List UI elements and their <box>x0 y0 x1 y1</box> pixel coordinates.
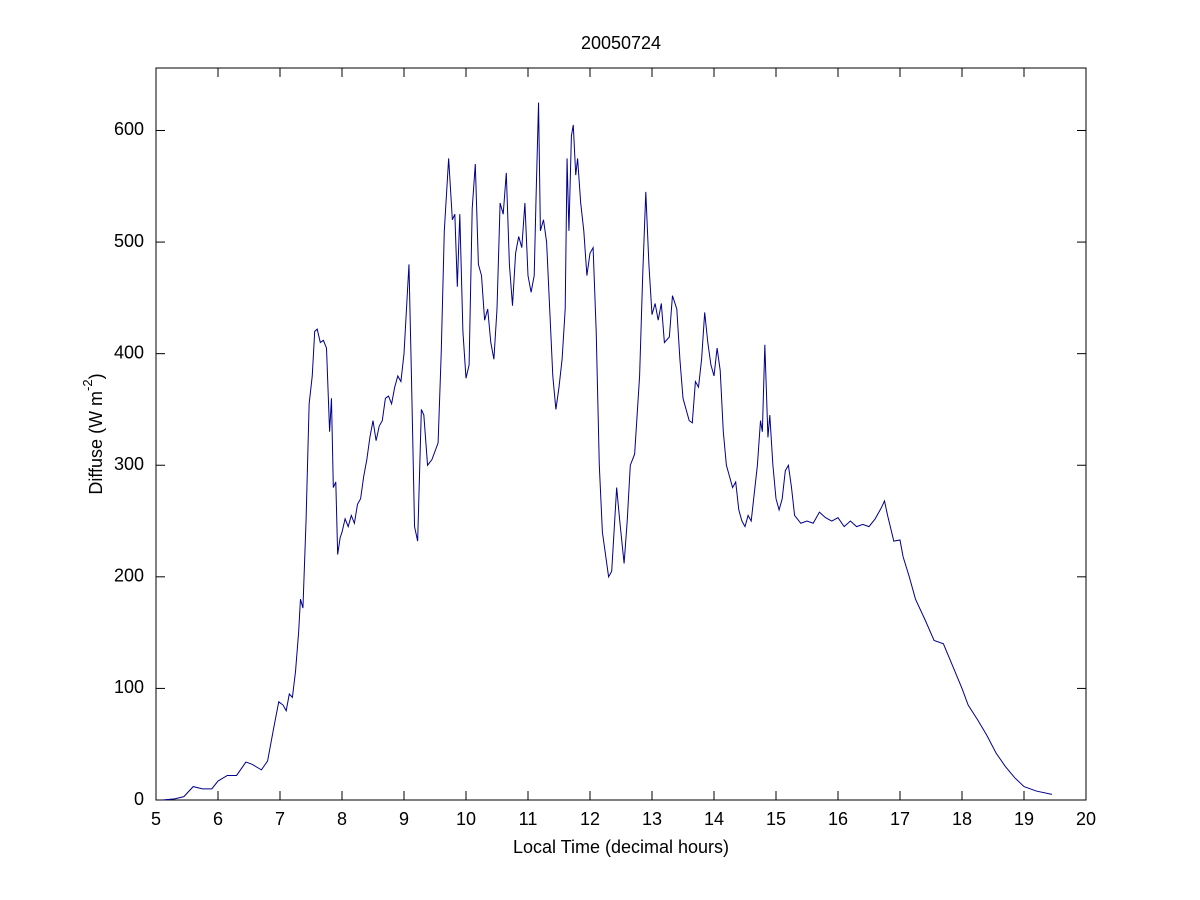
x-tick-label: 10 <box>456 809 476 829</box>
x-tick-label: 8 <box>337 809 347 829</box>
y-tick-label: 600 <box>114 119 144 139</box>
y-axis-label: Diffuse (W m-2) <box>80 373 105 494</box>
data-line <box>162 102 1053 801</box>
y-tick-label: 200 <box>114 566 144 586</box>
x-tick-label: 7 <box>275 809 285 829</box>
y-label-text: Diffuse (W m <box>86 391 106 495</box>
x-tick-label: 13 <box>642 809 662 829</box>
y-tick-label: 400 <box>114 342 144 362</box>
y-tick-label: 500 <box>114 231 144 251</box>
x-tick-label: 14 <box>704 809 724 829</box>
y-tick-label: 300 <box>114 454 144 474</box>
plot-area <box>155 67 1087 801</box>
x-tick-label: 5 <box>151 809 161 829</box>
x-tick-label: 19 <box>1014 809 1034 829</box>
x-axis-label: Local Time (decimal hours) <box>513 837 729 857</box>
y-label-tail: ) <box>86 373 106 379</box>
x-tick-label: 9 <box>399 809 409 829</box>
x-tick-label: 20 <box>1076 809 1096 829</box>
x-tick-label: 17 <box>890 809 910 829</box>
y-tick-label: 100 <box>114 677 144 697</box>
y-label-sup: -2 <box>80 379 95 391</box>
x-tick-label: 6 <box>213 809 223 829</box>
y-tick-label: 0 <box>134 789 144 809</box>
x-tick-label: 15 <box>766 809 786 829</box>
x-tick-label: 18 <box>952 809 972 829</box>
x-tick-label: 11 <box>519 809 538 829</box>
x-tick-label: 12 <box>580 809 600 829</box>
x-tick-label: 16 <box>828 809 848 829</box>
chart-title: 20050724 <box>581 33 661 53</box>
